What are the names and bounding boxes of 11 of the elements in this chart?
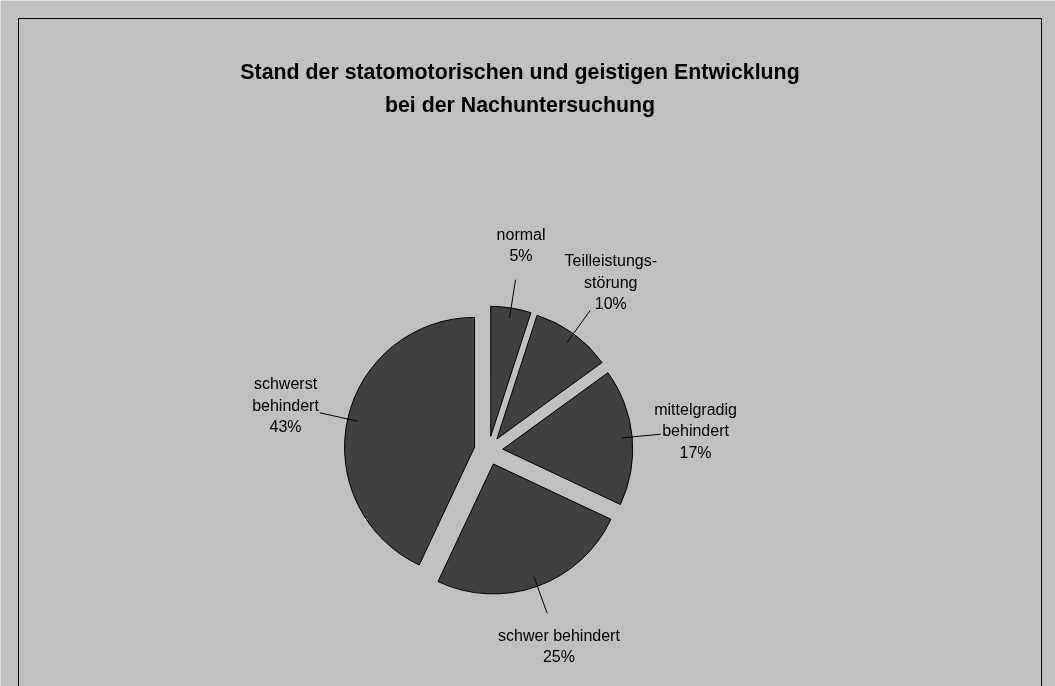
slice-label: mittelgradig behindert — [654, 401, 737, 440]
data-label: 25% — [542, 648, 575, 666]
data-label: 5% — [509, 247, 533, 265]
slice-label: Teilleistungs- störung — [564, 252, 657, 291]
data-label: 10% — [594, 294, 627, 312]
slice-label: normal — [496, 225, 546, 243]
slice-label: schwer behindert — [498, 627, 621, 645]
chart-title: Stand der statomotorischen und geistigen Entwicklung bei der Nachuntersuchung — [240, 59, 800, 118]
data-label: 17% — [679, 443, 712, 461]
slice-label: schwerst behindert — [252, 375, 320, 414]
data-label: 43% — [269, 417, 302, 435]
